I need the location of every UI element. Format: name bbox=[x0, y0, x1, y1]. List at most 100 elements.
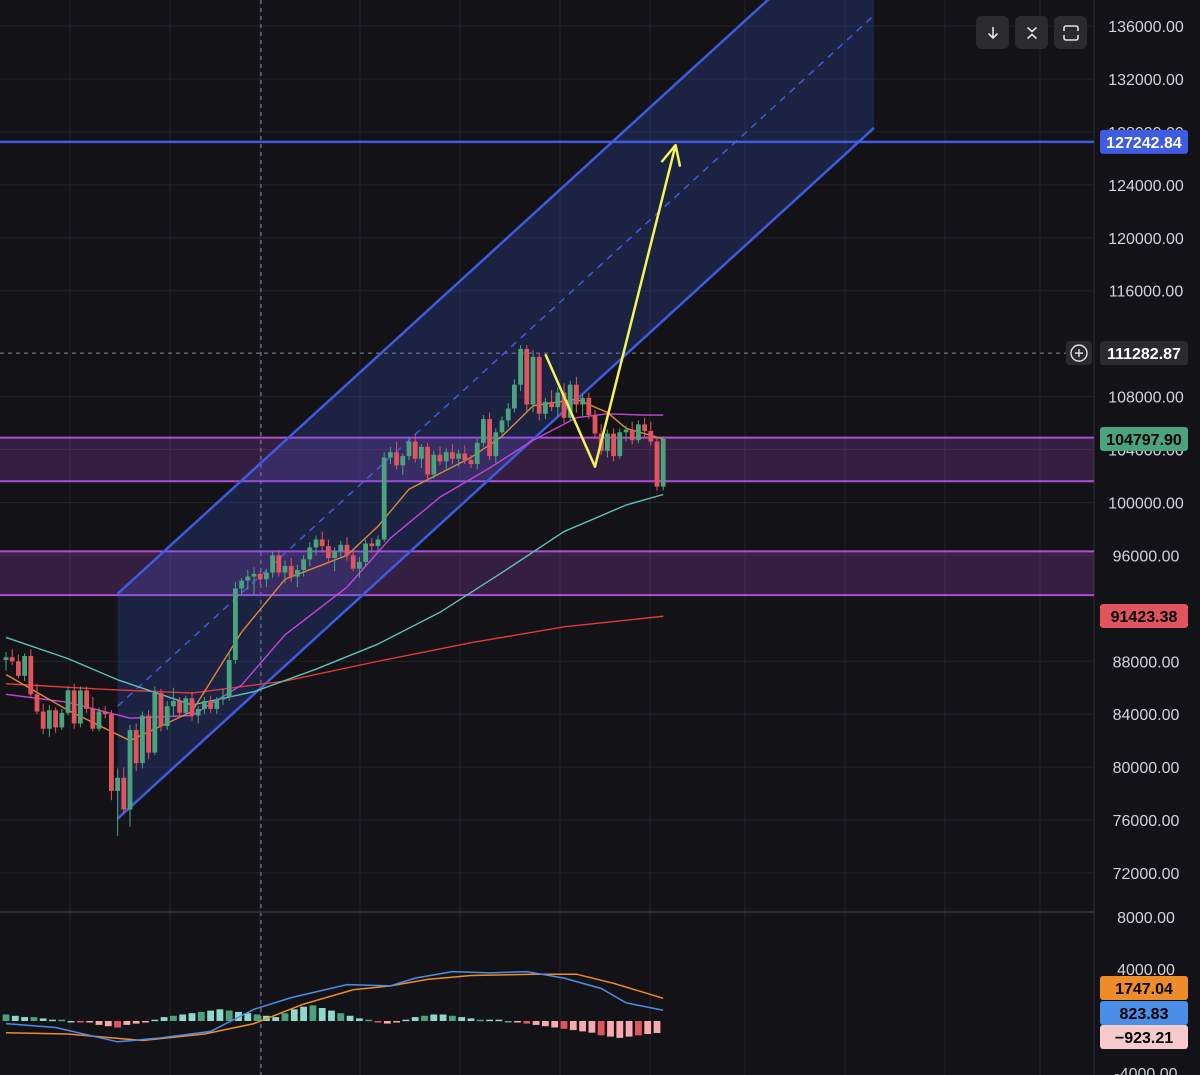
fullscreen-button[interactable] bbox=[1054, 16, 1087, 49]
candle bbox=[16, 654, 21, 679]
candle bbox=[282, 560, 288, 584]
candle-body bbox=[171, 700, 176, 707]
histogram-bar bbox=[49, 1019, 56, 1022]
regression-channel[interactable] bbox=[116, 0, 875, 820]
candle bbox=[561, 383, 567, 424]
candle-body bbox=[47, 710, 52, 729]
candle bbox=[357, 556, 362, 578]
ema-200-line bbox=[5, 615, 664, 694]
candle bbox=[350, 550, 356, 572]
moving-averages bbox=[5, 398, 664, 742]
histogram-bar bbox=[383, 1021, 391, 1024]
candle-body bbox=[654, 441, 660, 487]
candle-body bbox=[487, 419, 492, 457]
candle-body bbox=[3, 657, 9, 660]
candle-body bbox=[512, 384, 517, 409]
candle bbox=[102, 706, 108, 719]
candle bbox=[214, 696, 220, 715]
price-tick-label: 80000.00 bbox=[1113, 760, 1180, 777]
histogram-bar bbox=[597, 1021, 605, 1036]
histogram-bar bbox=[467, 1018, 475, 1021]
candle bbox=[226, 653, 232, 701]
histogram-bar bbox=[635, 1021, 642, 1036]
badge-box bbox=[1100, 129, 1188, 154]
channel-upper-line[interactable] bbox=[116, 0, 874, 595]
indicator-tick-label: -4000.00 bbox=[1114, 1066, 1177, 1075]
candle bbox=[617, 428, 623, 459]
candle bbox=[493, 428, 499, 463]
candle-body bbox=[518, 348, 523, 385]
plus-icon-circle bbox=[1070, 344, 1088, 362]
histogram-bar bbox=[328, 1010, 335, 1021]
candle-body bbox=[226, 659, 232, 697]
candle bbox=[220, 689, 226, 705]
candle-body bbox=[350, 555, 356, 569]
histogram-bar bbox=[579, 1021, 586, 1032]
candle bbox=[468, 454, 474, 469]
macd-panel bbox=[2, 970, 664, 1043]
candle bbox=[121, 767, 127, 814]
candle bbox=[40, 703, 46, 735]
candle bbox=[276, 550, 282, 577]
candle bbox=[195, 706, 201, 724]
candle-body bbox=[443, 452, 449, 462]
scroll-down-button[interactable] bbox=[976, 16, 1009, 49]
arrow-head bbox=[660, 143, 682, 167]
projection-path[interactable] bbox=[544, 144, 677, 468]
candle-body bbox=[332, 551, 337, 559]
candle-body bbox=[133, 730, 139, 764]
candle-body bbox=[605, 433, 610, 451]
candle bbox=[487, 412, 492, 461]
histogram-bar bbox=[439, 1014, 447, 1021]
histogram-bar bbox=[67, 1021, 75, 1023]
histogram-bar bbox=[151, 1019, 159, 1022]
candle bbox=[127, 724, 133, 827]
histogram-bar bbox=[551, 1021, 559, 1028]
candle bbox=[611, 428, 616, 462]
badge-label: 91423.38 bbox=[1111, 609, 1178, 626]
candle-body bbox=[574, 384, 579, 405]
add-alert-icon[interactable] bbox=[1066, 341, 1092, 366]
price-badges: 127242.84 111282.87 104797.90 91423.38 1747.… bbox=[1066, 129, 1188, 1049]
candle bbox=[47, 704, 52, 737]
candle bbox=[555, 387, 561, 417]
candle-body bbox=[276, 555, 282, 573]
candle bbox=[499, 416, 505, 439]
candle bbox=[133, 723, 139, 772]
candles bbox=[3, 344, 666, 836]
candle bbox=[183, 695, 189, 716]
upper-zone bbox=[0, 437, 1094, 482]
candle-body bbox=[611, 433, 616, 457]
candle-body bbox=[84, 690, 89, 709]
histogram-bar bbox=[421, 1015, 428, 1021]
collapse-button[interactable] bbox=[1015, 16, 1048, 49]
channel-lower-line[interactable] bbox=[116, 126, 875, 820]
channel-midline bbox=[117, 14, 875, 707]
candle bbox=[512, 379, 517, 413]
candle-body bbox=[499, 420, 505, 433]
price-tick-label: 100000.00 bbox=[1108, 495, 1184, 512]
candle-body bbox=[158, 693, 164, 727]
projection-arrow[interactable] bbox=[544, 143, 682, 468]
candle-body bbox=[555, 392, 561, 408]
candle bbox=[332, 547, 337, 572]
histogram-bar bbox=[486, 1019, 493, 1022]
candle-body bbox=[40, 711, 46, 729]
candle bbox=[425, 442, 430, 480]
macd-badge: 823.83 bbox=[1100, 1001, 1188, 1025]
candle-body bbox=[152, 693, 158, 753]
candle-body bbox=[536, 356, 542, 414]
candle-body bbox=[561, 392, 567, 418]
indicator-tick-label: 4000.00 bbox=[1117, 962, 1175, 979]
histogram-bar bbox=[318, 1008, 326, 1021]
histogram-bar bbox=[290, 1009, 298, 1021]
histogram-bar bbox=[179, 1014, 187, 1021]
candle bbox=[233, 581, 238, 664]
histogram-bar bbox=[356, 1018, 363, 1021]
histogram-bar bbox=[365, 1019, 373, 1022]
histogram-bar bbox=[616, 1021, 624, 1038]
candle bbox=[437, 446, 443, 466]
candle-body bbox=[481, 419, 486, 443]
histogram-bar bbox=[104, 1021, 112, 1027]
